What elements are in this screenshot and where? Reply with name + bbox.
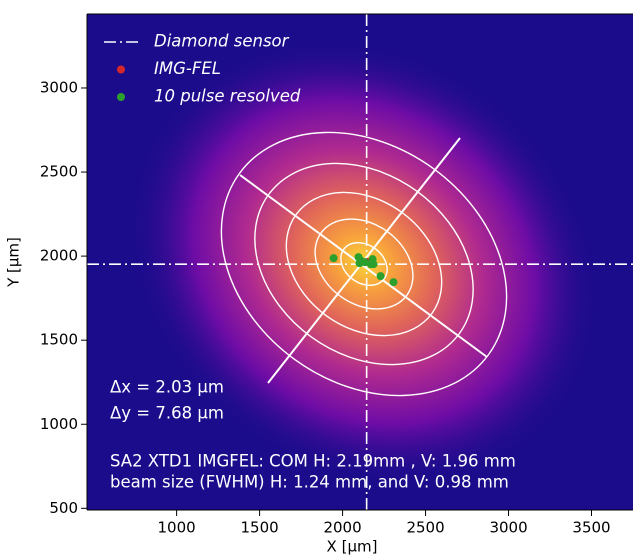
annotation: Δy = 7.68 µm bbox=[110, 404, 224, 423]
point bbox=[390, 278, 398, 286]
legend-swatch bbox=[117, 93, 125, 101]
legend-swatch bbox=[117, 66, 125, 74]
y-tick-label: 2000 bbox=[40, 247, 78, 265]
y-tick-label: 1000 bbox=[40, 415, 78, 433]
x-tick-label: 1500 bbox=[241, 519, 279, 537]
x-tick-label: 1000 bbox=[158, 519, 196, 537]
legend-label: 10 pulse resolved bbox=[154, 87, 301, 106]
x-tick-label: 3500 bbox=[572, 519, 610, 537]
x-tick-label: 2500 bbox=[406, 519, 444, 537]
point bbox=[370, 260, 378, 268]
x-tick-label: 3000 bbox=[489, 519, 527, 537]
y-tick-label: 3000 bbox=[40, 78, 78, 96]
x-tick-label: 2000 bbox=[323, 519, 361, 537]
y-tick-label: 2500 bbox=[40, 163, 78, 181]
annotation: Δx = 2.03 µm bbox=[110, 378, 224, 397]
legend-label: IMG-FEL bbox=[154, 59, 221, 78]
y-axis-label: Y [µm] bbox=[5, 237, 23, 288]
y-tick-label: 500 bbox=[49, 499, 78, 517]
annotation: beam size (FWHM) H: 1.24 mm, and V: 0.98… bbox=[110, 473, 509, 492]
point bbox=[356, 259, 364, 267]
chart: X [µm] Y [µm] Δx = 2.03 µm Δy = 7.68 µm … bbox=[0, 0, 633, 556]
point bbox=[377, 272, 385, 280]
x-axis-label: X [µm] bbox=[327, 538, 378, 556]
y-tick-label: 1500 bbox=[40, 331, 78, 349]
point bbox=[330, 254, 338, 262]
annotation: SA2 XTD1 IMGFEL: COM H: 2.19mm , V: 1.96… bbox=[110, 452, 516, 471]
legend-label: Diamond sensor bbox=[154, 32, 290, 51]
